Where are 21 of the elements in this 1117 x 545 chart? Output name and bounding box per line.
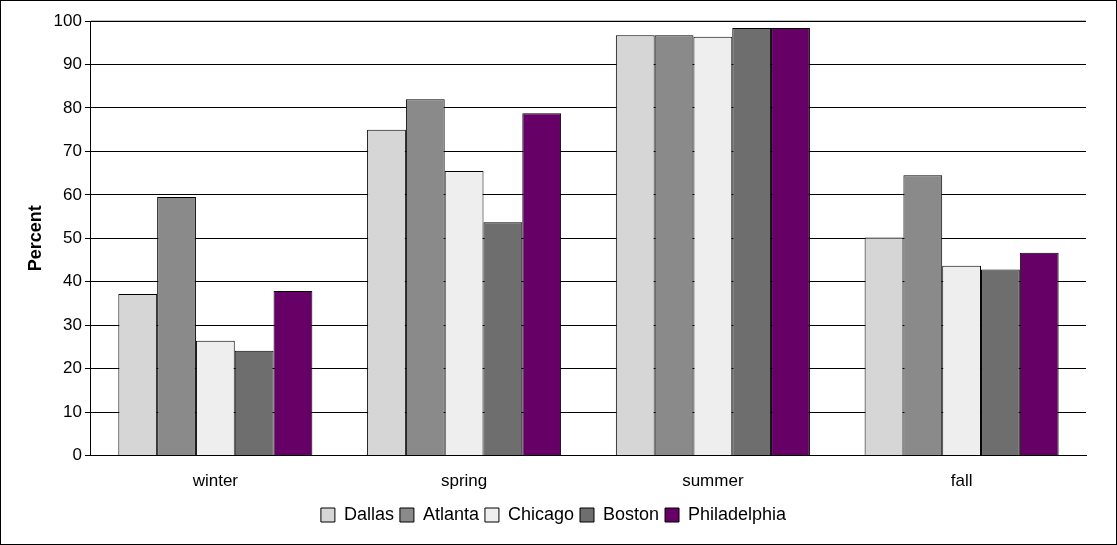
y-tick-label: 40 [63,271,82,291]
y-tick-label: 100 [53,10,82,30]
legend-label: Boston [602,503,660,524]
y-tick-label: 0 [72,445,82,465]
legend-label: Atlanta [422,503,480,524]
y-tick-label: 60 [63,184,82,204]
y-tick-label: 20 [63,358,82,378]
y-tick-label: 50 [63,227,82,247]
y-tick-label: 80 [63,97,82,117]
y-tick-label: 30 [63,314,82,334]
y-tick-label: 10 [63,401,82,421]
x-tick-label: winter [191,471,239,491]
legend-label: Dallas [343,503,394,524]
y-axis-title: Percent [24,205,45,272]
y-tick-label: 90 [63,54,82,74]
x-tick-label: summer [682,471,744,491]
x-tick-label: fall [950,471,973,491]
x-tick-label: spring [440,471,488,491]
legend-label: Philadelphia [688,503,788,524]
legend-label: Chicago [507,503,574,524]
y-tick-label: 70 [63,141,82,161]
